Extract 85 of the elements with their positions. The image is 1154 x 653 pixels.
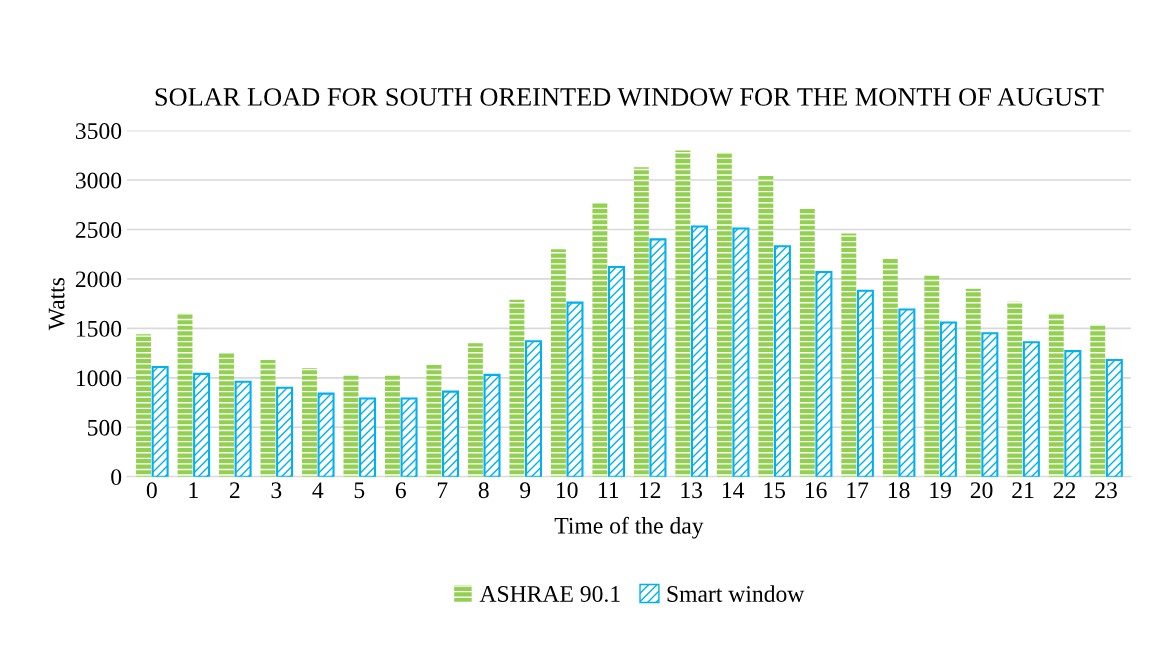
x-tick-label: 23 <box>1095 482 1117 499</box>
x-tick-label: 8 <box>478 482 489 499</box>
bar <box>716 153 732 477</box>
bar <box>400 397 418 477</box>
x-tick-label: 11 <box>598 482 619 498</box>
x-tick-label: 15 <box>764 482 786 499</box>
legend-label: Smart window <box>667 585 805 602</box>
x-tick-label: 21 <box>1012 482 1034 498</box>
bar <box>799 208 815 477</box>
bar <box>732 227 750 477</box>
x-tick-label: 13 <box>681 482 703 499</box>
bar <box>592 202 608 477</box>
x-tick-label: 4 <box>312 482 324 498</box>
bar <box>525 340 543 477</box>
bar <box>177 313 193 477</box>
bar <box>924 274 940 477</box>
legend-label: ASHRAE 90.1 <box>479 586 620 603</box>
x-tick-label: 6 <box>395 482 406 499</box>
x-tick-label: 3 <box>271 482 282 499</box>
bar <box>690 225 708 477</box>
y-tick-label: 2000 <box>75 271 122 288</box>
x-tick-label: 7 <box>437 482 448 498</box>
y-tick-label: 3500 <box>75 123 122 140</box>
chart-title: SOLAR LOAD FOR SOUTH OREINTED WINDOW FOR THE MONTH OF AUGUST <box>155 88 1104 106</box>
x-axis-title: Time of the day <box>554 516 704 539</box>
y-tick-label: 2500 <box>75 221 122 238</box>
bar <box>509 299 525 477</box>
x-tick-label: 0 <box>146 482 157 499</box>
bar <box>260 360 276 477</box>
x-tick-label: 20 <box>970 482 993 499</box>
bar <box>758 176 774 477</box>
bar <box>1022 341 1040 477</box>
bar <box>675 150 691 477</box>
bar <box>856 289 874 477</box>
x-tick-label: 16 <box>805 482 827 499</box>
bar <box>841 233 857 477</box>
x-tick-label: 1 <box>189 482 198 498</box>
bar <box>649 238 667 477</box>
bar <box>442 390 460 477</box>
x-tick-label: 2 <box>229 482 240 498</box>
x-tick-label: 12 <box>639 482 661 498</box>
bar <box>234 380 252 477</box>
bar <box>965 288 981 477</box>
bar <box>151 365 169 477</box>
bar <box>981 332 999 477</box>
y-tick-label: 3000 <box>75 172 122 189</box>
bar <box>882 258 898 477</box>
y-tick-label: 1500 <box>76 320 122 337</box>
bar <box>219 352 234 477</box>
bar <box>343 374 359 477</box>
y-tick-label: 500 <box>88 419 122 436</box>
x-tick-label: 5 <box>354 482 365 499</box>
x-tick-label: 18 <box>888 482 910 499</box>
bar <box>898 308 916 477</box>
bar <box>302 367 317 477</box>
y-axis-title: Watts <box>48 277 65 331</box>
x-tick-label: 19 <box>930 482 951 499</box>
x-tick-label: 10 <box>556 482 578 499</box>
bar <box>1064 350 1082 477</box>
bar <box>467 343 483 477</box>
bar <box>193 372 211 477</box>
bar <box>483 373 501 477</box>
bar <box>550 249 566 477</box>
bar <box>607 266 625 477</box>
x-tick-label: 9 <box>520 482 531 499</box>
bar <box>1090 324 1106 477</box>
bar <box>136 334 151 477</box>
x-tick-label: 14 <box>722 482 745 498</box>
bar <box>1007 301 1023 477</box>
bar <box>317 392 335 477</box>
bar <box>566 301 584 477</box>
bar <box>276 386 294 477</box>
bar <box>426 364 442 477</box>
bar <box>359 397 377 477</box>
x-tick-label: 22 <box>1053 482 1076 498</box>
bar <box>939 321 957 477</box>
bar <box>773 245 791 477</box>
bar <box>1048 313 1064 477</box>
y-tick-label: 1000 <box>76 370 122 387</box>
bar <box>633 167 649 477</box>
y-tick-label: 0 <box>111 469 122 486</box>
bar <box>384 374 400 477</box>
bar <box>1105 358 1123 477</box>
bar <box>815 270 833 477</box>
x-tick-label: 17 <box>847 482 869 498</box>
